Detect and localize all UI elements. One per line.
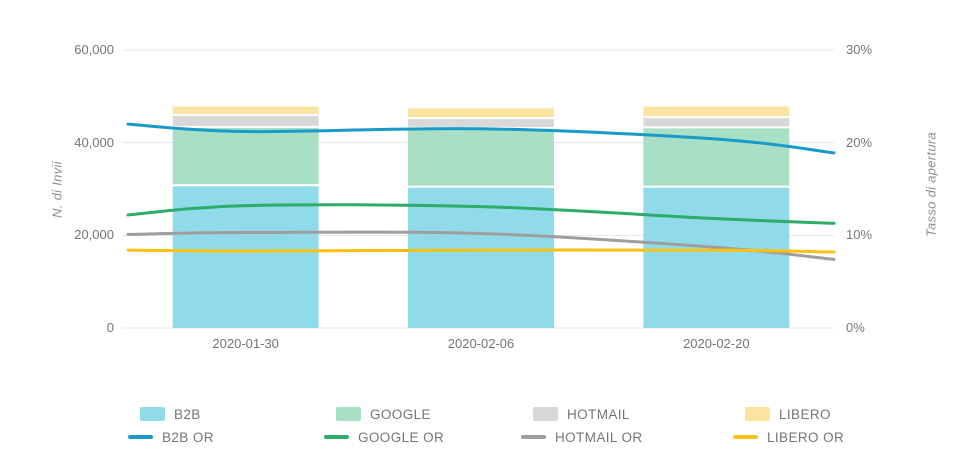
legend-label-google: GOOGLE <box>370 406 431 422</box>
legend-item-hotmail[interactable]: HOTMAIL <box>533 406 643 422</box>
legend-line-swatch-b2b-or <box>128 435 153 439</box>
bar-separator <box>172 184 319 187</box>
bar-separator <box>408 117 554 120</box>
line-libero-or <box>126 248 836 254</box>
legend-item-google[interactable]: GOOGLE <box>336 406 444 422</box>
legend-label-hotmail-or: HOTMAIL OR <box>555 429 643 445</box>
legend-item-hotmail-or[interactable]: HOTMAIL OR <box>521 429 643 445</box>
legend-column: GOOGLE GOOGLE OR <box>324 406 444 452</box>
legend-item-google-or[interactable]: GOOGLE OR <box>324 429 444 445</box>
bar-segment-hotmail[interactable] <box>172 114 319 127</box>
bar-separator <box>172 113 319 116</box>
bar-segment-b2b[interactable] <box>408 186 554 328</box>
legend-item-b2b-or[interactable]: B2B OR <box>128 429 214 445</box>
bar-segment-libero[interactable] <box>643 106 790 118</box>
bar-segment-libero[interactable] <box>172 106 319 115</box>
bar-segment-google[interactable] <box>408 127 554 187</box>
legend-label-b2b-or: B2B OR <box>162 429 214 445</box>
legend-line-swatch-google-or <box>324 435 349 439</box>
bar-segment-hotmail[interactable] <box>643 117 790 128</box>
legend-label-google-or: GOOGLE OR <box>358 429 445 445</box>
left-axis-title: N. di Invii <box>49 161 65 218</box>
legend-item-libero-or[interactable]: LIBERO OR <box>733 429 844 445</box>
legend-label-hotmail: HOTMAIL <box>567 406 630 422</box>
legend-label-libero-or: LIBERO OR <box>767 429 845 445</box>
right-axis-title: Tasso di apertura <box>923 131 939 238</box>
legend-bar-swatch-b2b <box>140 407 165 421</box>
bar-segment-hotmail[interactable] <box>408 118 554 128</box>
bar-separator <box>643 126 790 129</box>
bar-segment-b2b[interactable] <box>643 186 790 328</box>
legend-bar-swatch-libero <box>745 407 770 421</box>
bar-separator <box>408 185 554 188</box>
legend-column: HOTMAIL HOTMAIL OR <box>521 406 643 452</box>
bar-segment-google[interactable] <box>172 126 319 186</box>
legend-item-b2b[interactable]: B2B <box>140 406 214 422</box>
bar-separator <box>643 116 790 119</box>
legend: B2B B2B OR GOOGLE GOOGLE OR HOTMAIL HOTMAIL O… <box>0 406 966 466</box>
legend-item-libero[interactable]: LIBERO <box>745 406 844 422</box>
legend-bar-swatch-google <box>336 407 361 421</box>
legend-column: B2B B2B OR <box>128 406 214 452</box>
legend-line-swatch-libero-or <box>733 435 758 439</box>
bar-separator <box>643 185 790 188</box>
legend-column: LIBERO LIBERO OR <box>733 406 844 452</box>
legend-line-swatch-hotmail-or <box>521 435 546 439</box>
line-google-or <box>126 203 836 225</box>
legend-label-b2b: B2B <box>174 406 201 422</box>
bar-segment-libero[interactable] <box>408 108 554 119</box>
line-b2b-or <box>126 122 836 155</box>
legend-label-libero: LIBERO <box>779 406 831 422</box>
bar-separator <box>172 125 319 128</box>
legend-bar-swatch-hotmail <box>533 407 558 421</box>
